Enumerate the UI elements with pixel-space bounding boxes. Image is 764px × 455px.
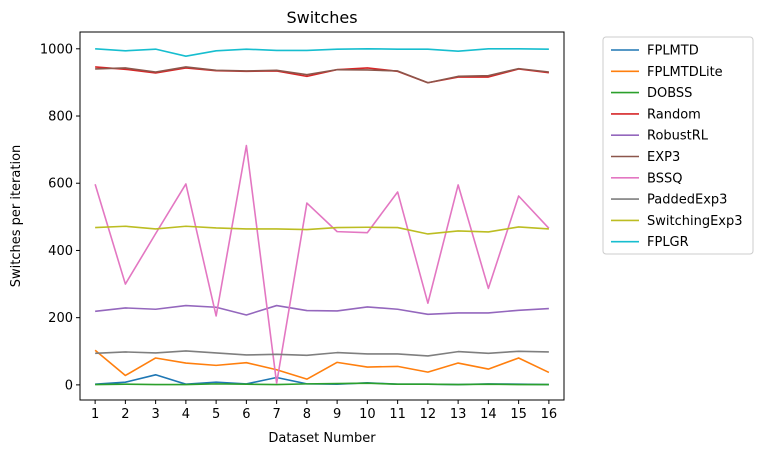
x-tick-label: 2 — [121, 407, 129, 422]
x-axis: 1 2 3 4 5 6 7 8 9 10 11 12 13 14 15 16 — [91, 400, 557, 422]
x-tick-label: 7 — [272, 407, 280, 422]
x-tick-label: 14 — [480, 407, 497, 422]
x-tick-label: 3 — [151, 407, 159, 422]
legend-label-random: Random — [647, 107, 701, 122]
legend-label-bssq: BSSQ — [647, 171, 682, 186]
series-line-bssq — [94, 144, 550, 385]
plot-lines — [94, 47, 550, 386]
x-tick-label: 1 — [91, 407, 99, 422]
plot-area-frame — [79, 31, 565, 401]
x-tick-label: 12 — [420, 407, 437, 422]
series-line-exp3 — [95, 66, 549, 84]
legend-label-fplmtd: FPLMTD — [647, 44, 699, 59]
y-axis: 0 200 400 600 800 1000 — [40, 42, 80, 393]
x-tick-label: 16 — [541, 407, 558, 422]
x-tick-label: 15 — [510, 407, 527, 422]
series-line-random — [95, 66, 549, 84]
x-tick-label: 10 — [359, 407, 376, 422]
series-line-paddedexp3 — [95, 350, 549, 357]
legend-label-fplgr: FPLGR — [647, 235, 689, 250]
y-tick-label: 200 — [48, 311, 73, 326]
x-tick-label: 13 — [450, 407, 467, 422]
legend-label-dobss: DOBSS — [647, 86, 692, 101]
legend-label-exp3: EXP3 — [647, 150, 680, 165]
legend-frame — [602, 36, 754, 255]
series-line-switchingexp3 — [95, 225, 549, 235]
x-tick-label: 11 — [389, 407, 406, 422]
y-tick-label: 0 — [65, 378, 73, 393]
legend-label-switchingexp3: SwitchingExp3 — [647, 214, 743, 229]
y-tick-label: 600 — [48, 177, 73, 192]
chart-title: Switches — [286, 8, 357, 27]
legend: FPLMTD FPLMTDLite DOBSS Random RobustRL EXP3 B… — [602, 36, 754, 255]
series-line-robustrl — [95, 304, 549, 316]
series-line-fplgr — [95, 47, 549, 58]
legend-label-paddedexp3: PaddedExp3 — [647, 193, 727, 208]
x-tick-label: 5 — [212, 407, 220, 422]
series-line-dobss — [95, 382, 549, 386]
x-tick-label: 6 — [242, 407, 250, 422]
x-tick-label: 8 — [303, 407, 311, 422]
legend-label-fplmtdlite: FPLMTDLite — [647, 65, 723, 80]
y-tick-label: 800 — [48, 110, 73, 125]
x-tick-label: 4 — [182, 407, 190, 422]
y-axis-title: Switches per iteration — [9, 145, 24, 288]
y-tick-label: 1000 — [40, 42, 73, 57]
series-line-fplmtdlite — [94, 349, 550, 380]
legend-label-robustrl: RobustRL — [647, 129, 709, 144]
y-tick-label: 400 — [48, 244, 73, 259]
x-axis-title: Dataset Number — [268, 431, 376, 446]
x-tick-label: 9 — [333, 407, 341, 422]
